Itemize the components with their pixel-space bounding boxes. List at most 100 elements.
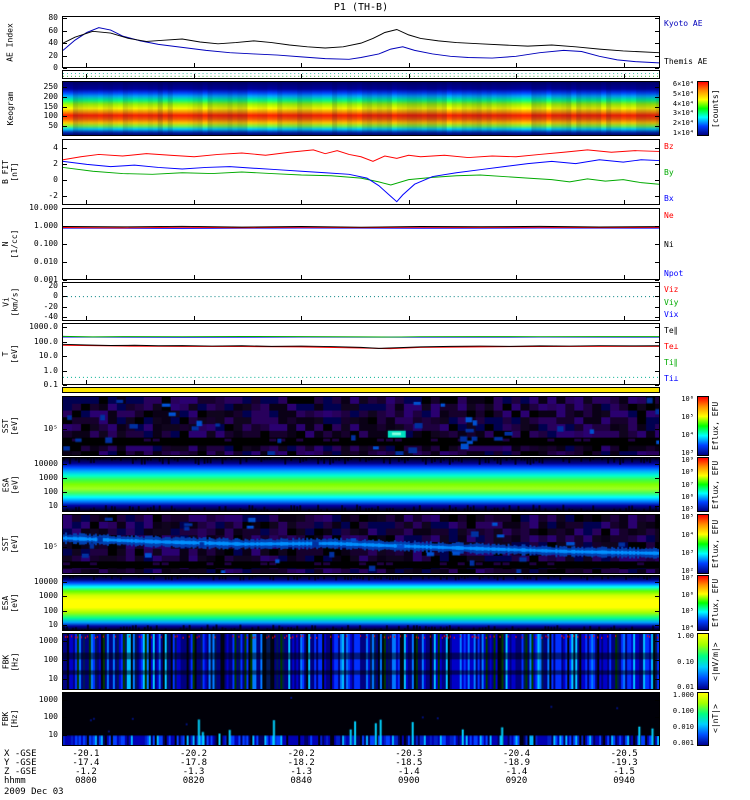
- y-tickmark: [655, 286, 659, 288]
- ytick-label: 100: [43, 654, 58, 664]
- axis-value: 0940: [613, 776, 635, 786]
- y-tickmark: [655, 463, 659, 465]
- y-tickmark: [655, 164, 659, 166]
- panel-velocity: [62, 282, 660, 321]
- y-tickmark: [655, 55, 659, 57]
- colorbar-fbk-e: [697, 633, 709, 690]
- y-tickmark: [63, 195, 67, 197]
- axis-value: 0840: [290, 776, 313, 786]
- series-label-Bz: Bz: [664, 142, 674, 151]
- series-plot-b-fit: [63, 149, 659, 203]
- colorbar-tick: 0.010: [672, 723, 694, 732]
- colorbar-tick: 10⁹: [681, 455, 694, 464]
- y-tickmark: [655, 356, 659, 358]
- colorbar-tick: 10⁵: [681, 607, 694, 616]
- y-tickmark: [63, 492, 67, 494]
- y-tickmark: [655, 195, 659, 197]
- panel-temperature: [62, 323, 660, 385]
- y-tickmark: [655, 640, 659, 642]
- colorbar-tick: 10⁴: [681, 431, 694, 439]
- colorbar-tick: 10⁴: [681, 624, 694, 633]
- series-label-By: By: [664, 168, 674, 177]
- ytick-label: 1000: [38, 591, 58, 601]
- ytick-label: 10000: [33, 576, 58, 586]
- colorbar-tick: 1×10⁴: [672, 129, 694, 138]
- axis-value: -1.4: [397, 767, 420, 777]
- series-plot-temperature: [63, 335, 659, 378]
- y-tickmark: [655, 596, 659, 598]
- colorbar-tick: 3×10⁴: [672, 109, 694, 118]
- axis-value: 0920: [505, 776, 528, 786]
- y-tickmark: [63, 30, 67, 32]
- panel-density: [62, 208, 660, 280]
- ytick-label: 80: [48, 13, 58, 23]
- y-tickmark: [63, 208, 67, 209]
- ytick-label: 0.1: [43, 380, 58, 389]
- x-tickmark: [301, 63, 303, 67]
- y-tickmark: [63, 477, 67, 479]
- x-tickmark: [193, 275, 195, 279]
- ytick-label: 100: [43, 712, 58, 722]
- panel-sst-electron: [62, 396, 660, 456]
- x-tickmark: [516, 275, 518, 279]
- colorbar-unit: Eflux, EFU: [711, 519, 720, 569]
- y-tickmark: [63, 699, 67, 701]
- y-tickmark: [63, 610, 67, 612]
- ytick-label: 10: [48, 730, 58, 740]
- x-tickmark: [516, 74, 518, 78]
- y-tickmark: [63, 116, 67, 118]
- colorbar-tick: 10⁶: [681, 395, 694, 403]
- ytick-label: -40: [43, 311, 58, 321]
- axis-value: 0800: [75, 776, 97, 786]
- spectrogram-sst-electron: [63, 397, 659, 455]
- y-tickmark: [63, 463, 67, 465]
- spectrogram-sst-ion: [63, 515, 659, 573]
- colorbar-tick: 1.00: [677, 631, 694, 640]
- x-tickmark: [193, 380, 195, 384]
- x-tickmark: [516, 316, 518, 320]
- y-tickmark: [63, 296, 67, 298]
- panel-keogram: [62, 81, 660, 136]
- y-tickmark: [655, 208, 659, 209]
- ytick-label: 100: [43, 487, 58, 497]
- ytick-label: 4: [53, 143, 58, 153]
- axis-value: -1.3: [182, 767, 205, 777]
- series-Bx: [63, 159, 659, 203]
- ytick-label: 20: [48, 281, 58, 291]
- x-tickmark: [624, 380, 626, 384]
- ytick-label: 10: [48, 500, 58, 510]
- y-tickmark: [63, 226, 67, 227]
- y-tickmark: [655, 18, 659, 20]
- ytick-label: 1000: [38, 635, 58, 645]
- y-tickmark: [655, 280, 659, 281]
- colorbar-tick: 10⁸: [681, 468, 694, 477]
- ytick-label: 60: [48, 25, 58, 35]
- series-Ni: [63, 225, 659, 228]
- panel-fbk-e: [62, 633, 660, 690]
- series-Themis AE: [63, 28, 659, 54]
- y-tickmark: [63, 148, 67, 150]
- y-tickmark: [655, 68, 659, 69]
- ytick-label: 40: [48, 38, 58, 48]
- x-tickmark: [85, 63, 87, 67]
- colorbar-tick: 10⁴: [681, 531, 694, 539]
- ytick-label: 0.001: [33, 275, 58, 284]
- y-tickmark: [655, 699, 659, 701]
- y-tickmark: [63, 262, 67, 263]
- panel-esa-electron: [62, 457, 660, 512]
- x-tickmark: [301, 275, 303, 279]
- colorbar-unit: Eflux, EFU: [711, 401, 720, 451]
- y-tickmark: [655, 385, 659, 386]
- x-tickmark: [408, 200, 410, 204]
- y-tickmark: [63, 316, 67, 318]
- axis-value: -18.9: [502, 758, 531, 768]
- colorbar-tick: 2×10⁴: [672, 119, 694, 128]
- series-label-Viz: Viz: [664, 285, 679, 294]
- x-tickmark: [624, 275, 626, 279]
- panel-pi-strip: [62, 70, 660, 79]
- axis-value: -20.5: [610, 749, 638, 759]
- ytick-label: 0: [53, 63, 58, 72]
- panel-sst-ion: [62, 514, 660, 574]
- x-tickmark: [301, 380, 303, 384]
- x-tickmark: [301, 200, 303, 204]
